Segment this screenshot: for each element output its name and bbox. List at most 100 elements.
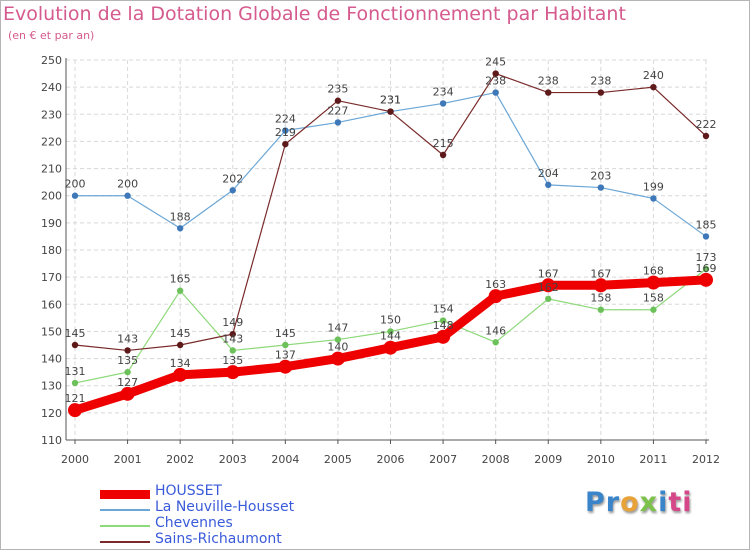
data-label: 145 <box>170 327 191 340</box>
data-point <box>282 127 289 134</box>
data-label: 234 <box>433 85 454 98</box>
data-label: 222 <box>696 118 717 131</box>
y-tick-label: 220 <box>41 135 62 148</box>
data-label: 143 <box>117 332 138 345</box>
data-label: 168 <box>643 265 664 278</box>
data-point <box>124 368 131 376</box>
data-label: 202 <box>222 172 243 185</box>
data-label: 185 <box>696 218 717 231</box>
data-point <box>176 341 184 349</box>
y-tick-label: 160 <box>41 298 62 311</box>
y-tick-label: 130 <box>41 380 62 393</box>
x-tick-label: 2010 <box>587 453 615 466</box>
data-label: 173 <box>696 251 717 264</box>
data-point <box>282 140 289 148</box>
data-point <box>229 187 236 194</box>
legend-label: Sains-Richaumont <box>155 531 282 547</box>
data-label: 134 <box>170 357 191 370</box>
data-point <box>124 347 131 354</box>
y-tick-label: 170 <box>41 271 62 284</box>
data-label: 121 <box>65 392 86 405</box>
data-point <box>71 379 79 387</box>
data-point <box>334 119 342 126</box>
data-point <box>229 347 236 354</box>
data-point <box>330 351 345 366</box>
x-tick-label: 2011 <box>639 453 667 466</box>
data-point <box>650 306 657 313</box>
data-label: 144 <box>380 330 401 343</box>
data-label: 135 <box>222 354 243 367</box>
data-label: 127 <box>117 376 138 389</box>
data-point <box>593 278 608 293</box>
y-tick-label: 210 <box>41 163 62 176</box>
data-point <box>488 289 503 304</box>
data-point <box>702 233 710 240</box>
data-point <box>124 192 131 199</box>
data-label: 227 <box>327 104 348 117</box>
chart-title: Evolution de la Dotation Globale de Fonc… <box>3 3 626 25</box>
y-tick-label: 180 <box>41 244 62 257</box>
data-label: 238 <box>538 75 559 88</box>
y-tick-label: 250 <box>41 54 62 67</box>
data-point <box>176 287 184 294</box>
data-point <box>383 340 398 355</box>
data-point <box>436 329 451 344</box>
data-label: 167 <box>590 267 611 280</box>
data-label: 224 <box>275 113 296 126</box>
data-label: 150 <box>380 313 401 326</box>
data-label: 199 <box>643 180 664 193</box>
data-label: 137 <box>275 349 296 362</box>
data-label: 163 <box>485 278 506 291</box>
data-point <box>597 89 605 96</box>
x-tick-label: 2004 <box>271 453 299 466</box>
y-tick-label: 190 <box>41 217 62 230</box>
data-point <box>646 275 661 290</box>
y-tick-label: 240 <box>41 81 62 94</box>
data-point <box>545 89 552 96</box>
y-tick-label: 140 <box>41 353 62 366</box>
data-point <box>650 195 657 202</box>
data-label: 149 <box>222 316 243 329</box>
data-label: 245 <box>485 56 506 69</box>
x-tick-label: 2001 <box>114 453 142 466</box>
data-point <box>71 341 79 349</box>
legend-swatch <box>100 525 150 527</box>
legend-swatch <box>100 541 150 543</box>
data-label: 231 <box>380 94 401 107</box>
data-label: 200 <box>65 178 86 191</box>
y-tick-label: 110 <box>41 434 62 447</box>
y-tick-label: 120 <box>41 407 62 420</box>
data-label: 204 <box>538 167 559 180</box>
data-label: 188 <box>170 210 191 223</box>
data-point <box>541 278 556 293</box>
data-label: 147 <box>327 322 348 335</box>
data-label: 200 <box>117 178 138 191</box>
data-label: 238 <box>590 75 611 88</box>
logo-letter: o <box>620 487 640 518</box>
logo-letter: ti <box>668 487 693 518</box>
y-tick-label: 150 <box>41 325 62 338</box>
y-tick-label: 230 <box>41 108 62 121</box>
data-point <box>650 83 657 91</box>
data-label: 162 <box>538 281 559 294</box>
data-label: 140 <box>327 341 348 354</box>
data-point <box>387 328 394 335</box>
data-point <box>545 181 552 189</box>
x-tick-label: 2008 <box>482 453 510 466</box>
legend-label: HOUSSET <box>155 483 222 499</box>
x-tick-label: 2007 <box>429 453 457 466</box>
data-label: 240 <box>643 69 664 82</box>
x-tick-label: 2005 <box>324 453 352 466</box>
data-point <box>492 70 499 77</box>
data-label: 219 <box>275 126 296 139</box>
data-point <box>282 341 289 349</box>
x-tick-label: 2002 <box>166 453 194 466</box>
data-label: 135 <box>117 354 138 367</box>
x-tick-label: 2009 <box>534 453 562 466</box>
data-label: 145 <box>275 327 296 340</box>
data-point <box>439 100 447 107</box>
legend-swatch <box>100 509 150 511</box>
data-label: 165 <box>170 273 191 286</box>
data-point <box>120 386 135 401</box>
